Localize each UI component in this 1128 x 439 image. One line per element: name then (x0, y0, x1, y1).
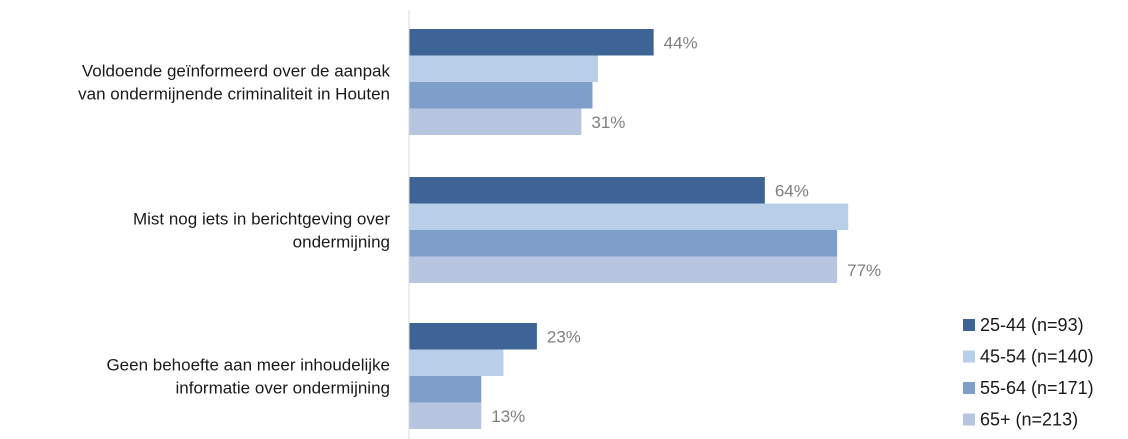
legend-swatch-2 (963, 350, 975, 363)
bar-3-series-2 (409, 349, 504, 376)
bar-3-series-1 (409, 323, 537, 350)
data-labels: 44% 31% 64% 77% 23% 13% (491, 33, 881, 426)
bar-3-series-3 (409, 376, 482, 403)
legend-label-3: 55-64 (n=171) (980, 378, 1094, 398)
data-label-2: 31% (591, 113, 625, 132)
category-labels: Voldoende geïnformeerd over de aanpak van… (78, 62, 390, 398)
bar-2-series-2 (409, 203, 849, 230)
bar-3-series-4 (409, 402, 482, 429)
data-label-4: 77% (847, 261, 881, 280)
legend-swatch-1 (963, 319, 975, 331)
bar-1-series-4 (409, 108, 582, 135)
data-label-1: 44% (664, 33, 698, 52)
bar-2-series-3 (409, 230, 838, 257)
data-label-6: 13% (491, 407, 525, 426)
legend-label-4: 65+ (n=213) (980, 410, 1078, 430)
legend-label-2: 45-54 (n=140) (980, 347, 1094, 367)
bar-2-series-1 (409, 177, 765, 204)
category-label-1: Voldoende geïnformeerd over de aanpak van… (78, 62, 390, 104)
legend-swatch-4 (963, 413, 975, 426)
legend-label-1: 25-44 (n=93) (980, 315, 1084, 335)
bar-1-series-2 (409, 55, 599, 82)
bar-2-series-4 (409, 256, 838, 283)
category-label-3: Geen behoefte aan meer inhoudelijke infor… (106, 356, 390, 398)
bar-1-series-3 (409, 82, 593, 109)
legend: 25-44 (n=93) 45-54 (n=140) 55-64 (n=171) 65… (963, 315, 1094, 430)
data-label-3: 64% (775, 181, 809, 200)
bars-layer (409, 29, 849, 429)
legend-swatch-3 (963, 382, 975, 394)
data-label-5: 23% (547, 327, 581, 346)
category-label-2: Mist nog iets in berichtgeving over onder… (133, 210, 390, 252)
bar-1-series-1 (409, 29, 654, 56)
